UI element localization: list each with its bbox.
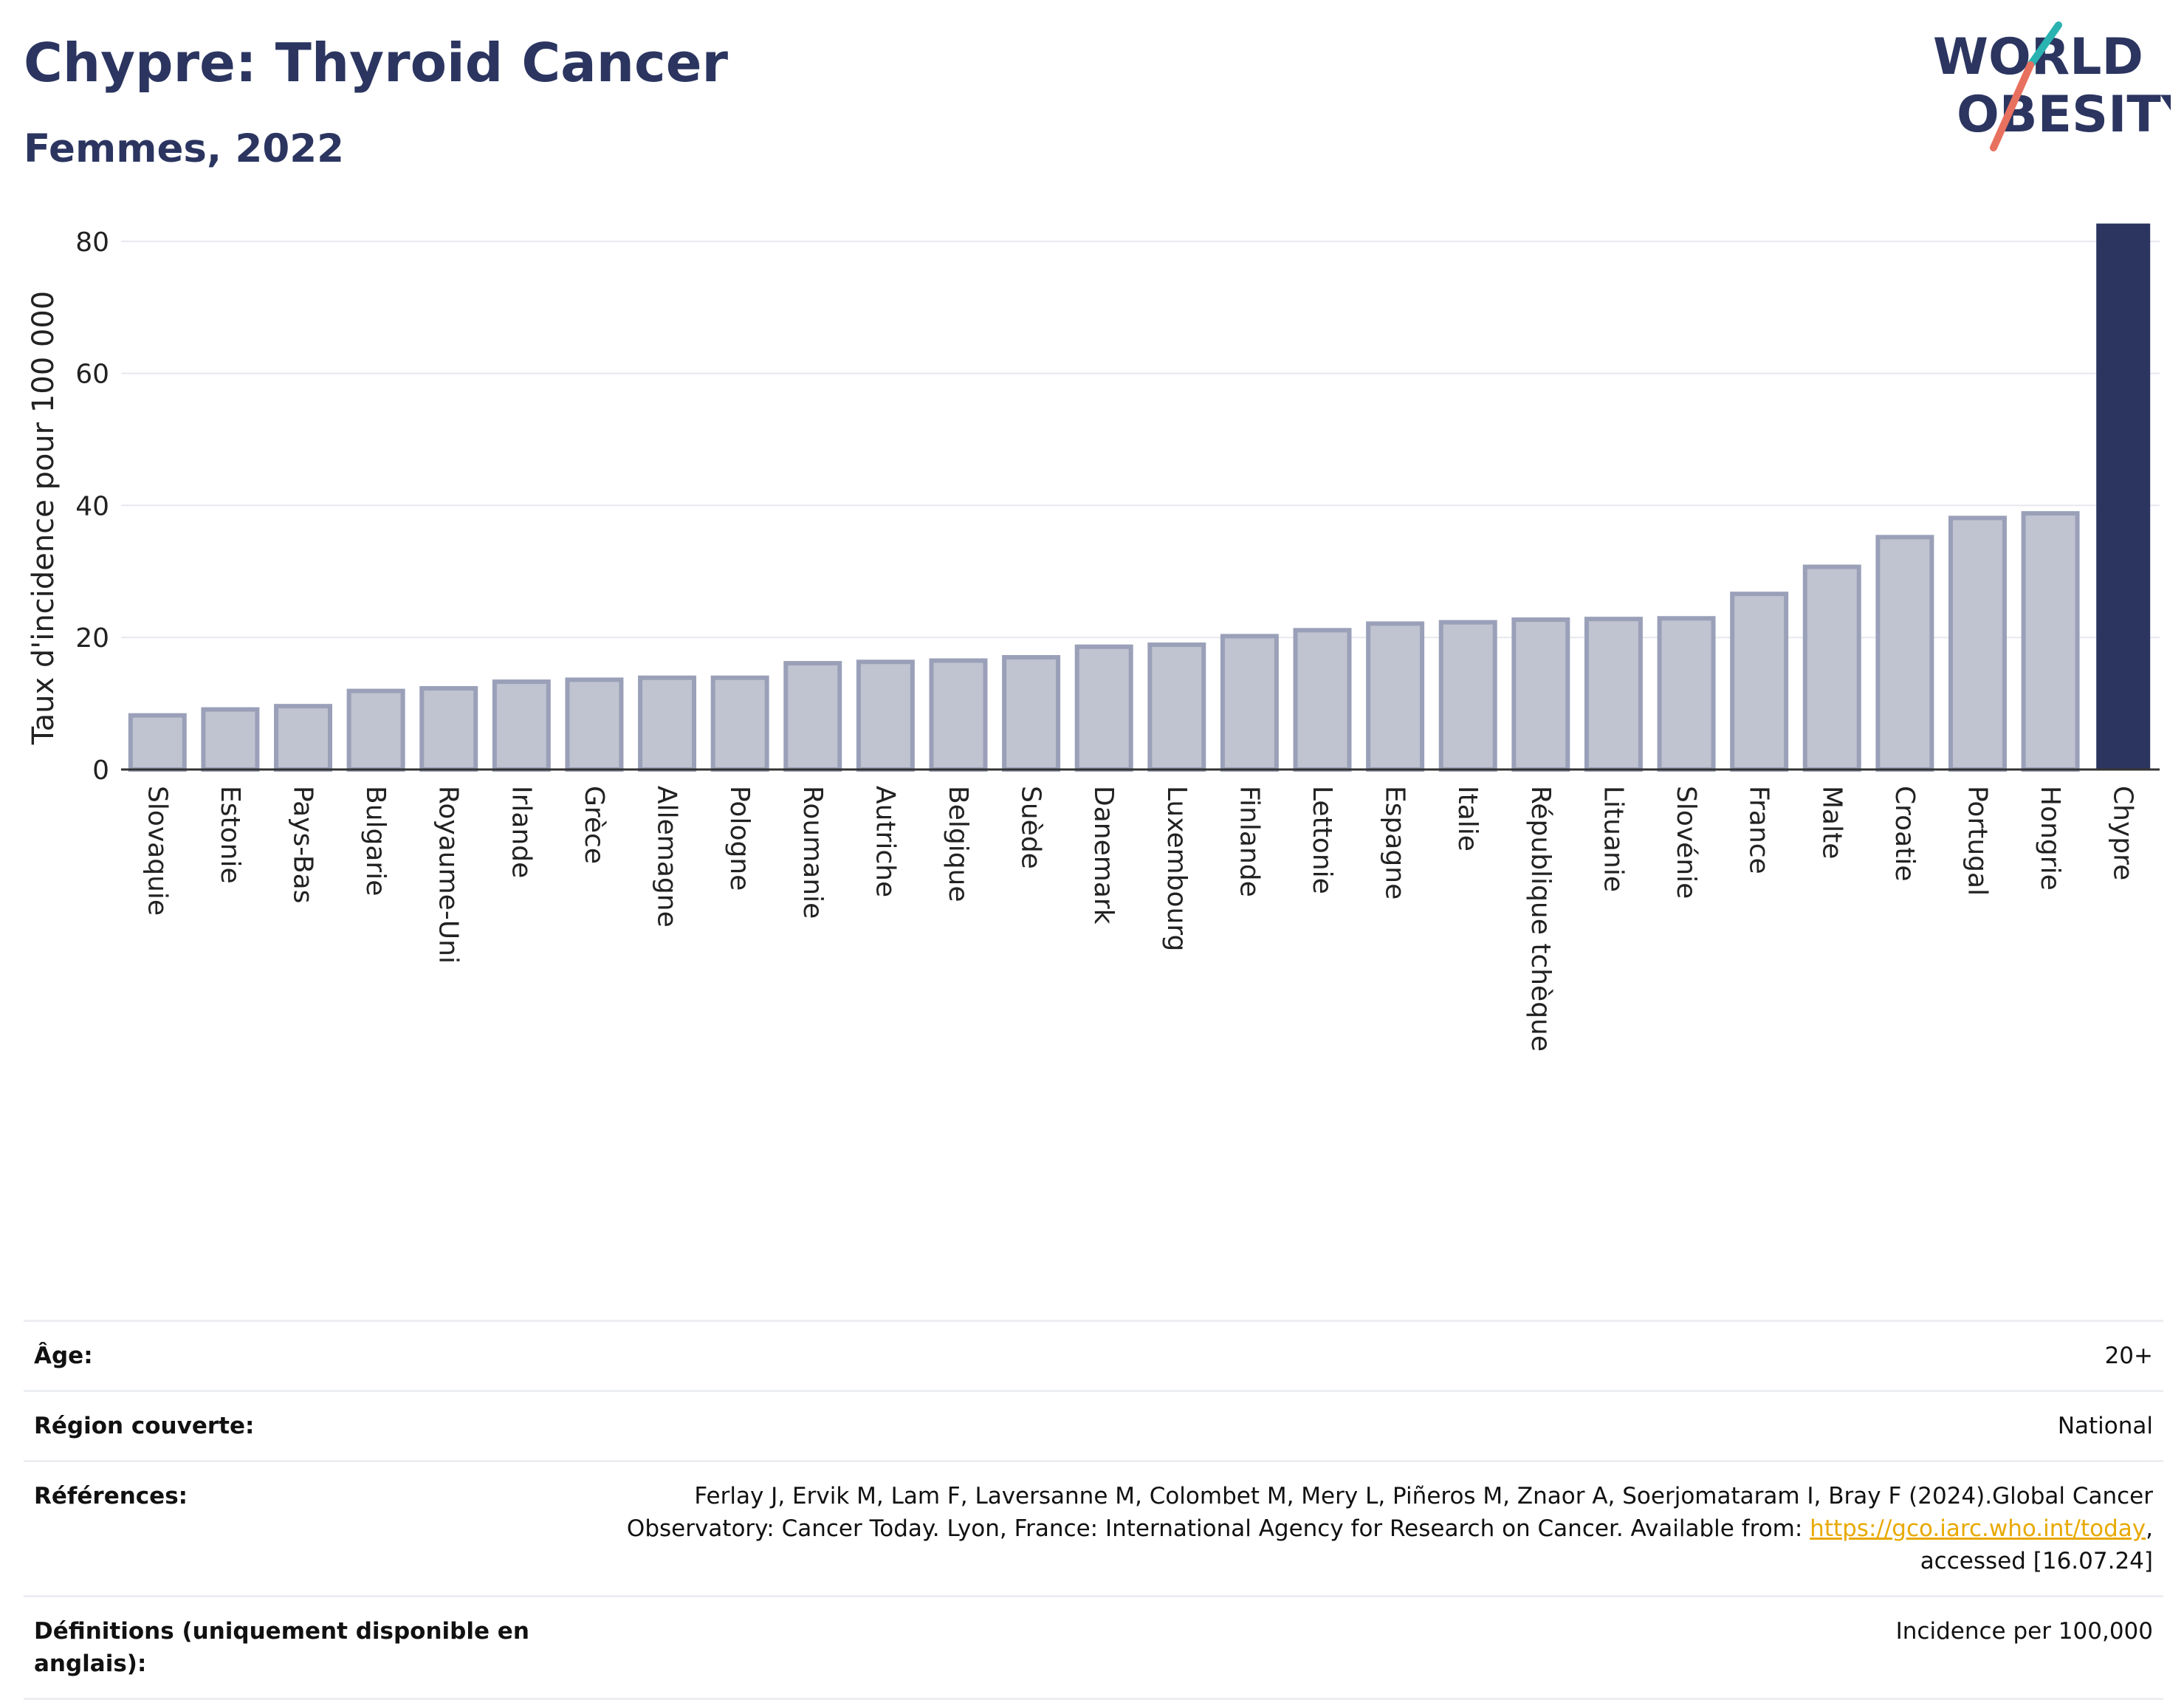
x-tick-label: Suède xyxy=(1016,786,1046,869)
chart-title: Chypre: Thyroid Cancer xyxy=(24,32,729,94)
bar xyxy=(1220,634,1279,772)
metadata-table: Âge: 20+ Région couverte: National Référ… xyxy=(24,1320,2163,1700)
x-tick-label: Pologne xyxy=(724,786,755,891)
bar xyxy=(1730,592,1789,772)
y-tick-label: 0 xyxy=(92,755,109,786)
logo-slash-teal xyxy=(2027,21,2062,69)
definitions-value: Incidence per 100,000 xyxy=(566,1595,2163,1700)
bar xyxy=(1657,616,1716,772)
x-tick-label: Espagne xyxy=(1380,786,1410,899)
x-tick-label: Allemagne xyxy=(652,786,682,928)
x-tick-label: Hongrie xyxy=(2035,786,2065,891)
x-tick-label: Belgique xyxy=(943,786,973,902)
bar xyxy=(2021,511,2080,772)
meta-row-age: Âge: 20+ xyxy=(24,1320,2163,1392)
age-label: Âge: xyxy=(24,1320,566,1392)
region-label: Région couverte: xyxy=(24,1390,566,1462)
references-value: Ferlay J, Ervik M, Lam F, Laversanne M, … xyxy=(566,1460,2163,1597)
bar-chart: 0 20 40 60 80 Taux d'incidence pour 100 000 Sl… xyxy=(27,223,2160,1052)
x-tick-label: Lituanie xyxy=(1598,786,1628,892)
logo-word-obesity: OBESITY xyxy=(1957,86,2171,144)
bar xyxy=(201,707,260,772)
bar-highlight xyxy=(2096,223,2151,770)
bar xyxy=(783,661,842,772)
bar xyxy=(1802,564,1861,772)
bar xyxy=(419,686,478,772)
bar xyxy=(1147,642,1206,772)
bar xyxy=(492,679,551,772)
x-tick-label: Italie xyxy=(1452,786,1483,851)
x-tick-label: Estonie xyxy=(215,786,245,884)
y-tick-label: 40 xyxy=(75,491,109,521)
x-tick-label: République tchèque xyxy=(1525,786,1556,1052)
references-tail: , accessed [16.07.24] xyxy=(1920,1515,2153,1574)
x-tick-label: Slovénie xyxy=(1671,786,1701,899)
chart-subtitle: Femmes, 2022 xyxy=(24,126,345,171)
x-tick-label: Royaume-Uni xyxy=(433,786,464,964)
bar xyxy=(1875,535,1934,772)
x-tick-label: Luxembourg xyxy=(1161,786,1192,951)
bar xyxy=(1438,620,1497,772)
bar xyxy=(929,658,988,772)
x-tick-label: Malte xyxy=(1816,786,1847,859)
bar xyxy=(1511,617,1570,772)
bar xyxy=(1584,617,1643,772)
meta-row-region: Région couverte: National xyxy=(24,1390,2163,1462)
bar xyxy=(346,688,405,772)
bar xyxy=(1074,644,1133,772)
bar xyxy=(1002,655,1061,772)
x-tick-label: Danemark xyxy=(1088,786,1119,925)
bar xyxy=(565,677,624,772)
bar xyxy=(128,713,187,772)
y-tick-label: 20 xyxy=(75,623,109,654)
bar xyxy=(1948,515,2007,772)
x-tick-label: France xyxy=(1744,786,1774,874)
x-tick-label: Roumanie xyxy=(797,786,828,919)
bar xyxy=(638,675,697,772)
region-value: National xyxy=(566,1390,2163,1462)
y-tick-label: 80 xyxy=(75,227,109,258)
world-obesity-logo: WORLD OBESITY xyxy=(1933,21,2171,151)
bar xyxy=(1366,621,1425,772)
x-tick-label: Slovaquie xyxy=(142,786,172,916)
x-tick-label: Grèce xyxy=(579,786,609,864)
x-tick-label: Portugal xyxy=(1962,786,1992,896)
x-tick-label: Finlande xyxy=(1234,786,1264,897)
x-tick-label: Pays-Bas xyxy=(288,786,318,903)
y-axis-title: Taux d'incidence pour 100 000 xyxy=(27,291,61,745)
age-value: 20+ xyxy=(566,1320,2163,1392)
definitions-label: Définitions (uniquement disponible en an… xyxy=(24,1595,566,1700)
references-label: Références: xyxy=(24,1460,566,1597)
bar xyxy=(710,675,769,772)
references-text: Ferlay J, Ervik M, Lam F, Laversanne M, … xyxy=(626,1483,2153,1542)
logo-slash-coral xyxy=(1990,61,2034,151)
x-tick-label: Autriche xyxy=(870,786,900,897)
bar xyxy=(1293,628,1352,772)
bar xyxy=(274,704,333,772)
x-tick-label: Irlande xyxy=(506,786,536,878)
bar xyxy=(856,659,915,772)
x-tick-label: Chypre xyxy=(2108,786,2138,880)
x-tick-label: Bulgarie xyxy=(360,786,391,896)
x-tick-label: Lettonie xyxy=(1307,786,1337,894)
y-tick-label: 60 xyxy=(75,360,109,390)
meta-row-references: Références: Ferlay J, Ervik M, Lam F, La… xyxy=(24,1460,2163,1597)
x-tick-label: Croatie xyxy=(1889,786,1920,882)
meta-row-definitions: Définitions (uniquement disponible en an… xyxy=(24,1595,2163,1700)
references-link[interactable]: https://gco.iarc.who.int/today xyxy=(1810,1515,2146,1542)
